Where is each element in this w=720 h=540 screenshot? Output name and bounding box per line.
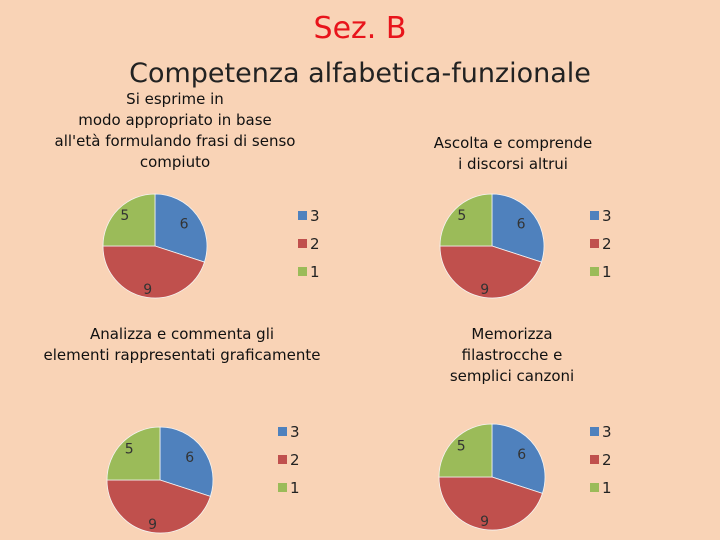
legend-swatch-1 xyxy=(298,267,307,276)
legend-swatch-1 xyxy=(590,267,599,276)
legend-label-3: 3 xyxy=(290,423,300,441)
data-label: 9 xyxy=(480,282,489,298)
charts-group: Si esprime in modo appropriato in base all… xyxy=(44,90,612,534)
legend-label-3: 3 xyxy=(602,207,612,225)
pie-slice-1 xyxy=(439,193,493,247)
pie-slice-3 xyxy=(491,193,545,263)
pie-chart-3: Analizza e commenta gli elementi rapprese… xyxy=(44,325,321,534)
data-label: 5 xyxy=(457,208,466,224)
data-label: 6 xyxy=(185,450,194,466)
data-label: 6 xyxy=(517,447,526,463)
data-label: 9 xyxy=(143,282,152,298)
chart-title: Memorizza filastrocche e semplici canzoni xyxy=(450,325,574,385)
pie-slice-3 xyxy=(491,423,546,494)
data-label: 6 xyxy=(517,216,526,232)
chart-title: Si esprime in modo appropriato in base all… xyxy=(55,90,296,171)
slide-subtitle: Competenza alfabetica-funzionale xyxy=(129,58,591,89)
legend-label-1: 1 xyxy=(310,263,320,281)
pie-slice-3 xyxy=(159,426,214,497)
legend-swatch-3 xyxy=(278,427,287,436)
legend-swatch-1 xyxy=(590,483,599,492)
legend-label-2: 2 xyxy=(310,235,320,253)
legend-label-2: 2 xyxy=(602,235,612,253)
legend-swatch-3 xyxy=(590,427,599,436)
data-label: 6 xyxy=(180,216,189,232)
pie-slice-1 xyxy=(438,423,493,478)
legend-swatch-3 xyxy=(590,211,599,220)
legend-swatch-2 xyxy=(590,455,599,464)
data-label: 5 xyxy=(125,442,134,458)
pie-chart-2: Ascolta e comprende i discorsi altrui 6 9 5 3… xyxy=(434,134,612,299)
legend-swatch-3 xyxy=(298,211,307,220)
legend-swatch-2 xyxy=(278,455,287,464)
pie-slice-2 xyxy=(102,245,205,299)
data-label: 9 xyxy=(480,514,489,530)
legend-label-3: 3 xyxy=(602,423,612,441)
pie-chart-4: Memorizza filastrocche e semplici canzoni 6… xyxy=(438,325,612,531)
pie-slice-1 xyxy=(102,193,156,247)
legend-label-1: 1 xyxy=(602,263,612,281)
data-label: 9 xyxy=(148,517,157,533)
legend-swatch-1 xyxy=(278,483,287,492)
legend-swatch-2 xyxy=(590,239,599,248)
legend-label-2: 2 xyxy=(602,451,612,469)
slide-title: Sez. B xyxy=(314,11,407,46)
legend-label-1: 1 xyxy=(290,479,300,497)
chart-title: Analizza e commenta gli elementi rapprese… xyxy=(44,325,321,364)
pie-chart-1: Si esprime in modo appropriato in base all… xyxy=(55,90,320,299)
legend-label-2: 2 xyxy=(290,451,300,469)
pie-slice-3 xyxy=(154,193,208,263)
legend-swatch-2 xyxy=(298,239,307,248)
legend-label-3: 3 xyxy=(310,207,320,225)
pie-slice-2 xyxy=(106,479,211,534)
chart-title: Ascolta e comprende i discorsi altrui xyxy=(434,134,592,173)
pie-slice-2 xyxy=(439,245,542,299)
pie-slice-1 xyxy=(106,426,161,481)
pie-slice-2 xyxy=(438,476,543,531)
legend-label-1: 1 xyxy=(602,479,612,497)
data-label: 5 xyxy=(457,439,466,455)
data-label: 5 xyxy=(120,208,129,224)
